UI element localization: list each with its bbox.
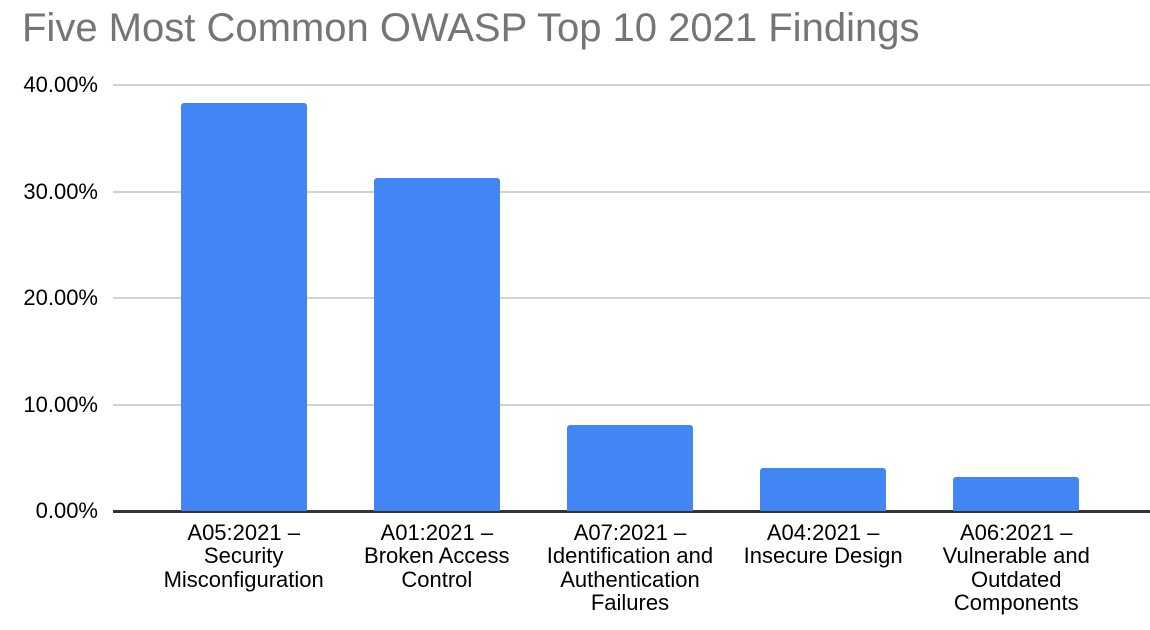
x-axis-tick-label-line: Identification and (546, 543, 714, 569)
x-axis-tick-label: A07:2021 – Identification and Authenticati… (533, 521, 727, 614)
gridline (113, 297, 1150, 299)
bar (953, 476, 1080, 511)
x-axis-tick-label-line: Misconfiguration (163, 566, 324, 592)
bar (180, 103, 307, 511)
x-axis-tick-label-line: Broken Access (364, 543, 510, 569)
x-axis-tick-label-line: A04:2021 – (766, 520, 880, 545)
x-axis-tick-label-line: Components (953, 589, 1079, 615)
y-axis-tick-label: 20.00% (23, 285, 98, 310)
x-axis-tick-label-line: A01:2021 – (380, 520, 494, 545)
gridline (113, 403, 1150, 406)
x-axis-tick-label: A01:2021 – Broken Access Control (340, 521, 534, 591)
bar (373, 177, 500, 511)
x-axis-tick-label: A06:2021 – Vulnerable and Outdated Componen… (919, 521, 1113, 614)
gridline (113, 84, 1150, 86)
gridline (113, 190, 1150, 193)
x-axis-tick-label-line: Vulnerable and (942, 543, 1090, 569)
y-axis-tick-label: 30.00% (23, 178, 98, 204)
x-axis-baseline (113, 509, 1150, 513)
x-axis-tick-label-line: A06:2021 – (959, 520, 1073, 545)
x-axis-tick-label: A04:2021 – Insecure Design (726, 521, 920, 568)
x-axis-tick-label-line: A05:2021 – (187, 520, 300, 545)
x-axis-tick-label-line: Insecure Design (743, 543, 903, 569)
y-axis-tick-label: 10.00% (23, 391, 98, 417)
y-axis-tick-label: 0.00% (35, 498, 98, 523)
x-axis-tick-label-line: Outdated (971, 566, 1062, 592)
bar (760, 468, 887, 511)
x-axis-tick-label-line: Control (401, 566, 473, 592)
y-axis-tick-label: 40.00% (23, 72, 98, 97)
chart-title: Five Most Common OWASP Top 10 2021 Findi… (22, 6, 920, 50)
x-axis-tick-label-line: Security (203, 543, 284, 569)
bar (566, 424, 693, 511)
x-axis-tick-label: A05:2021 – Security Misconfiguration (147, 521, 341, 591)
x-axis-tick-label-line: Authentication (560, 566, 700, 592)
x-axis-tick-label-line: A07:2021 – (573, 520, 687, 545)
x-axis-tick-label-line: Failures (590, 589, 670, 615)
